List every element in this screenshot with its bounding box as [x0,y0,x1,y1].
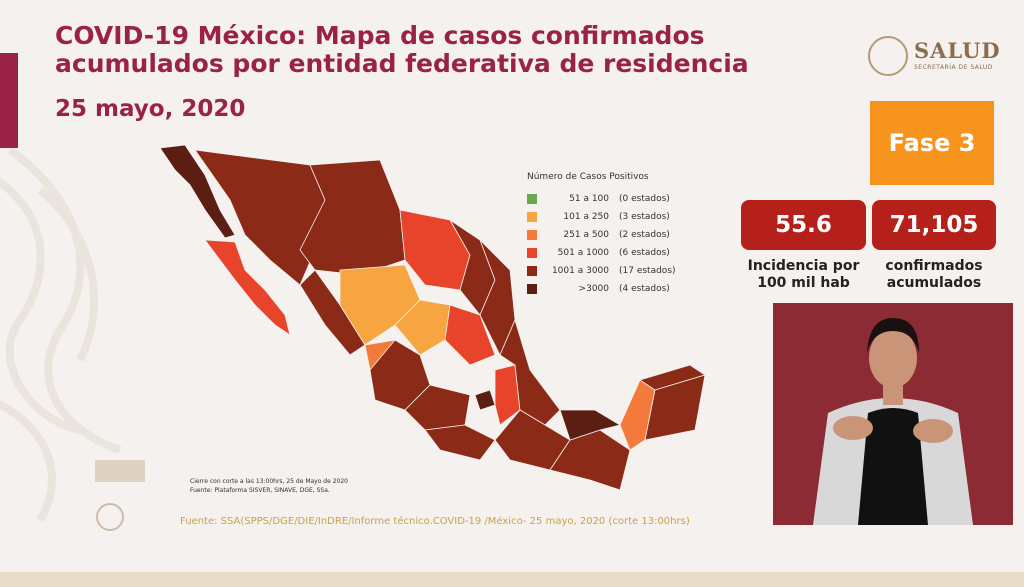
map-legend: Número de Casos Positivos 51 a 100 (0 es… [527,172,676,298]
legend-item: 101 a 250 (3 estados) [527,208,676,226]
legend-count: (17 estados) [619,266,676,276]
salud-logo: SALUD SECRETARÍA DE SALUD [868,36,1001,80]
confirmed-label: confirmados acumulados [885,258,983,291]
state-michoacan [404,384,471,431]
decorative-pattern [0,146,122,523]
state-quintana-roo [644,374,706,441]
legend-swatch [527,248,537,258]
government-seal-icon [95,460,145,531]
confirmed-value: 71,105 [872,200,996,250]
legend-item: >3000 (4 estados) [527,280,676,298]
legend-swatch [527,194,537,204]
state-veracruz [499,318,561,426]
legend-range: 251 a 500 [563,230,609,240]
seal-icon [868,36,908,76]
state-baja-california [159,144,236,239]
legend-swatch [527,212,537,222]
map-cutoff-note: Cierre con corte a las 13:00hrs, 25 de M… [190,478,348,485]
incidence-value: 55.6 [741,200,866,250]
state-baja-california-sur [204,239,291,336]
logo-subtitle: SECRETARÍA DE SALUD [914,64,993,71]
legend-range: 501 a 1000 [557,248,609,258]
map-source-note: Fuente: Plataforma SISVER, SINAVE, DGE, … [190,487,330,494]
logo-text: SALUD [914,38,1001,63]
legend-range: 1001 a 3000 [551,266,609,276]
state-tabasco [559,409,622,441]
legend-title: Número de Casos Positivos [527,172,649,182]
legend-count: (3 estados) [619,212,670,222]
state-guerrero [424,424,496,461]
legend-swatch [527,230,537,240]
map-note: Cierre con corte a las 13:00hrs, 25 de M… [190,477,348,495]
legend-range: >3000 [578,284,609,294]
legend-range: 51 a 100 [569,194,609,204]
legend-item: 251 a 500 (2 estados) [527,226,676,244]
state-puebla [494,364,521,426]
sign-language-interpreter-video [773,303,1013,525]
accent-bar [0,53,18,148]
bottom-bar [0,572,1024,587]
legend-count: (2 estados) [619,230,670,240]
interpreter-image [773,303,1013,525]
legend-swatch [527,266,537,276]
legend-count: (0 estados) [619,194,670,204]
legend-range: 101 a 250 [563,212,609,222]
state-san-luis-potosi [444,304,496,366]
phase-badge: Fase 3 [870,101,994,185]
legend-item: 51 a 100 (0 estados) [527,190,676,208]
incidence-label: Incidencia por 100 mil hab [747,258,860,291]
state-cdmx [474,389,496,411]
mexico-map [159,144,706,491]
footer-source: Fuente: SSA(SPPS/DGE/DIE/InDRE/Informe t… [180,516,690,527]
legend-swatch [527,284,537,294]
report-date: 25 mayo, 2020 [55,96,246,122]
page-title: COVID-19 México: Mapa de casos confirmad… [55,21,749,78]
legend-count: (4 estados) [619,284,670,294]
legend-count: (6 estados) [619,248,670,258]
legend-item: 501 a 1000 (6 estados) [527,244,676,262]
legend-item: 1001 a 3000 (17 estados) [527,262,676,280]
